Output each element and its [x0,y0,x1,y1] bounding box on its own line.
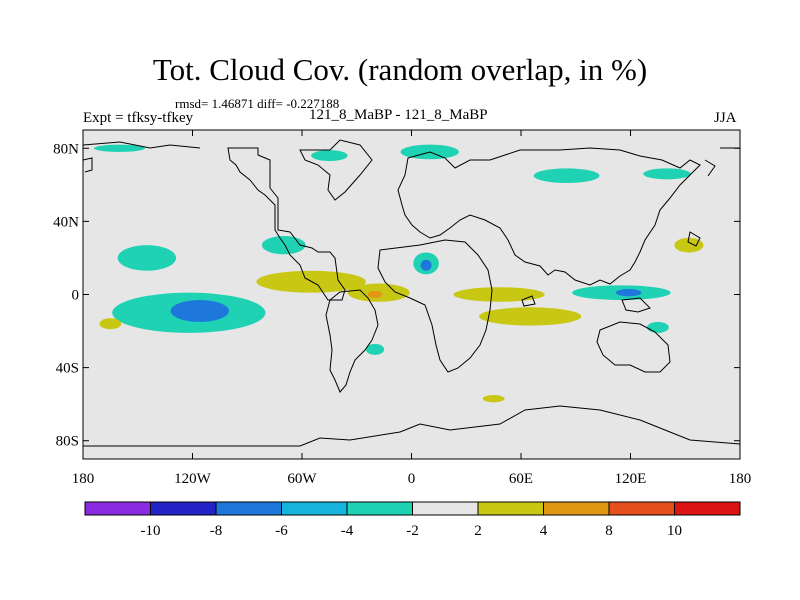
cloud-anomaly-north-pacific [117,245,177,271]
cloud-anomaly-indian-ocean [479,307,582,326]
cloud-anomaly-south-pacific-west [99,318,122,330]
experiment-label: Expt = tfksy-tfkey [83,110,194,126]
coastline-arctic-fragments [83,141,740,177]
lat-label: 80N [53,141,79,157]
lon-label: 0 [408,471,416,487]
colorbar-label: -2 [406,523,419,539]
cloud-anomaly-south-pacific-east [646,321,669,333]
anomaly-contours [93,144,704,403]
lat-label: 40N [53,214,79,230]
coastline-eurasia [397,147,701,286]
colorbar-swatch [84,501,151,516]
colorbar: -10 -8 -6 -4 -2 2 4 8 10 [84,501,741,539]
colorbar-swatch [412,501,479,516]
lon-label: 60W [287,471,317,487]
cloud-anomaly-arctic-siberia [533,168,600,184]
colorbar-label: 4 [540,523,548,539]
coastline-australia [596,321,671,373]
cloud-anomaly-pacific-ne [674,237,704,253]
coastline-pacific-islands [521,231,701,313]
cloud-anomaly-arctic-alaska [93,144,146,152]
lat-label: 80S [56,434,79,450]
cloud-anomaly-south-atlantic [365,343,385,355]
lat-label: 40S [56,361,79,377]
lat-label: 0 [72,288,80,304]
lon-label: 120E [615,471,647,487]
plot-title: Tot. Cloud Cov. (random overlap, in %) [152,52,648,87]
colorbar-swatch [477,501,544,516]
lon-label: 180 [729,471,752,487]
case-label: 121_8_MaBP - 121_8_MaBP [309,107,488,123]
colorbar-swatch [543,501,610,516]
coastline-antarctica [83,405,740,459]
colorbar-label: -8 [210,523,223,539]
colorbar-label: -10 [141,523,161,539]
colorbar-label: 10 [667,523,682,539]
colorbar-swatch [674,501,741,516]
colorbar-label: -6 [275,523,288,539]
colorbar-swatch [346,501,413,516]
cloud-anomaly-central-america-north [261,236,306,255]
rmsd-diff-stats: rmsd= 1.46871 diff= -0.227188 [175,96,340,111]
cloud-anomaly-arctic-east [643,168,691,180]
colorbar-swatch [150,501,217,516]
cloud-anomaly-africa-tropics [453,287,545,302]
cloud-anomaly-southern-ocean [482,395,505,403]
colorbar-label: 8 [605,523,613,539]
longitude-axis: 180 120W 60W 0 60E 120E 180 [72,130,752,487]
colorbar-swatch [215,501,282,516]
colorbar-label: 2 [474,523,482,539]
lon-label: 180 [72,471,95,487]
colorbar-swatch [608,501,675,516]
colorbar-label: -4 [341,523,354,539]
cloud-anomaly-north-africa-core [420,259,432,271]
cloud-anomaly-west-pacific-core [615,289,642,297]
cloud-anomaly-arctic-greenland [311,150,348,162]
coastline-africa [377,239,493,373]
season-label: JJA [714,110,737,126]
lon-label: 120W [174,471,212,487]
coastline-south-america [325,289,379,393]
colorbar-swatch [281,501,348,516]
latitude-axis: 80N 40N 0 40S 80S [53,141,740,450]
lon-label: 60E [509,471,533,487]
coastlines [83,139,740,459]
cloud-anomaly-east-pacific-core [170,299,229,322]
cloud-anomaly-atlantic-positive-core [367,290,383,299]
coastline-north-america [227,147,346,301]
coastline-greenland [299,139,373,201]
